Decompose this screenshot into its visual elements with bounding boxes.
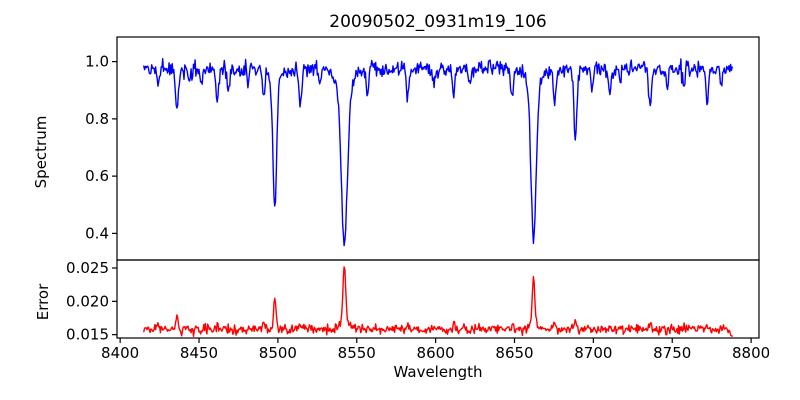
spectrum-y-tick-label: 0.4 [85,224,109,242]
x-axis-label: Wavelength [394,363,483,381]
error-line [143,266,733,337]
x-tick-label: 8600 [417,344,455,362]
x-tick-label: 8500 [259,344,297,362]
chart-title: 20090502_0931m19_106 [329,12,546,32]
x-tick-label: 8750 [653,344,691,362]
x-tick-label: 8450 [180,344,218,362]
x-tick-label: 8650 [495,344,533,362]
generated-plot-elements: 8400 8450 8500 8550 8600 8650 8700 8750 8800 1.0 0… [66,53,770,362]
error-y-tick-label: 0.020 [66,292,109,310]
error-axes-frame [116,259,760,339]
spectrum-y-tick-label: 1.0 [85,53,109,71]
x-tick-label: 8800 [732,344,770,362]
spectrum-y-tick-label: 0.8 [85,110,109,128]
x-tick-label: 8550 [338,344,376,362]
error-y-axis-label: Error [34,283,52,320]
spectrum-y-tick-label: 0.6 [85,167,109,185]
spectrum-y-axis-label: Spectrum [32,116,50,189]
error-y-tick-label: 0.015 [66,326,109,344]
x-tick-label: 8400 [101,344,139,362]
spectrum-line [143,58,733,247]
error-y-tick-label: 0.025 [66,259,109,277]
x-tick-label: 8700 [574,344,612,362]
